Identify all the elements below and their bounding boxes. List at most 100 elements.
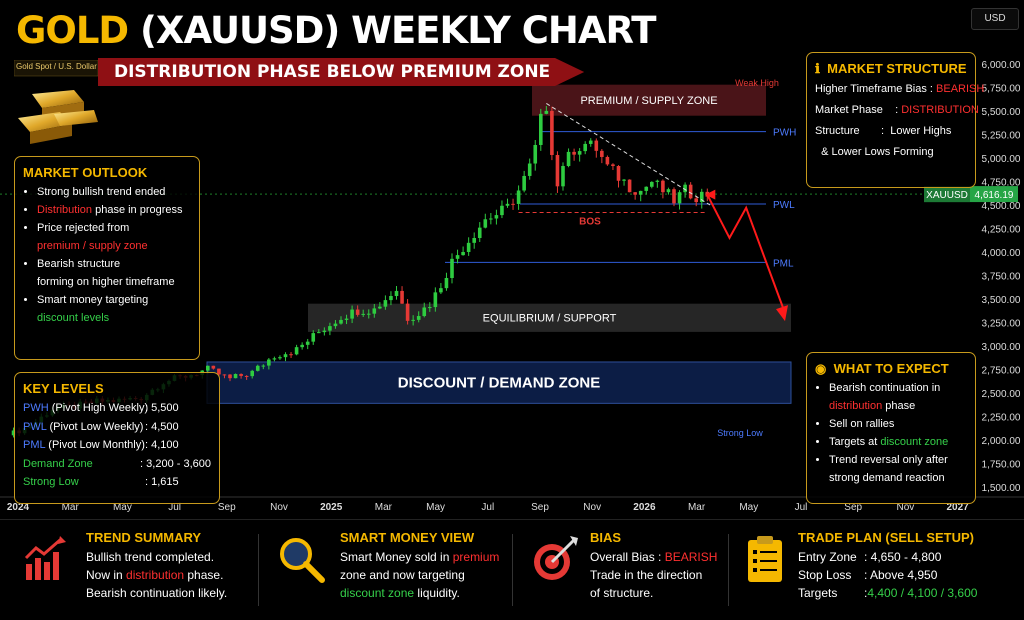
y-tick-label: 2,250.00 [982,413,1021,424]
price-marker [705,189,716,200]
zone-rect [532,84,766,116]
candle-body [339,319,343,324]
candle-body [644,186,649,191]
zone-label: PREMIUM / SUPPLY ZONE [580,95,717,107]
candle-body [355,309,360,315]
candle-body [683,184,687,193]
y-tick-label: 3,250.00 [982,319,1021,330]
candle-body [444,278,449,289]
y-tick-label: 4,500.00 [982,201,1021,212]
candle-body [311,333,316,342]
y-tick-label: 3,500.00 [982,295,1021,306]
x-tick-label: Sep [531,502,549,513]
y-tick-label: 4,750.00 [982,178,1021,189]
projection-arrowhead [776,305,788,322]
x-tick-label: Nov [270,502,288,513]
candle-body [394,290,399,297]
currency-button[interactable]: USD [971,8,1019,30]
targets-row: Targets: 4,400 / 4,100 / 3,600 [798,586,978,600]
subtitle-banner: DISTRIBUTION PHASE BELOW PREMIUM ZONE [98,58,585,86]
candle-body [655,180,660,182]
candle-body [422,307,427,317]
bottom-summary-bar: TREND SUMMARY Bullish trend completed. N… [0,519,1024,620]
candle-body [561,165,565,187]
zone-label: EQUILIBRIUM / SUPPORT [483,312,617,324]
what-to-expect-title: ◉ WHAT TO EXPECT [815,361,949,376]
candle-body [411,319,415,321]
smart-line-1: Smart Money sold in premium [340,550,500,564]
candle-body [516,190,521,204]
candle-body [228,374,232,379]
market-structure-panel: ℹ MARKET STRUCTURE Higher Timeframe Bias… [806,52,985,188]
candle-body [222,374,227,376]
candle-body [483,219,488,228]
candle-body [294,347,299,355]
divider [512,534,513,606]
divider [258,534,259,606]
stop-row: Stop Loss: Above 4,950 [798,568,938,582]
structure-row: Structure : Lower Highs [815,125,952,137]
trade-plan-title: TRADE PLAN (SELL SETUP) [798,530,974,545]
x-tick-label: Mar [688,502,706,513]
candle-body [594,140,599,151]
y-tick-label: 3,000.00 [982,342,1021,353]
candle-body [389,296,393,301]
market-structure-title: ℹ MARKET STRUCTURE [815,61,967,76]
candle-body [511,203,515,205]
candle-body [566,151,571,166]
x-tick-label: 2026 [633,502,656,513]
y-tick-label: 5,000.00 [982,154,1021,165]
x-tick-label: May [739,502,758,513]
candle-body [239,373,243,376]
key-level-row: PWL (Pivot Low Weekly): 4,500 [23,420,179,433]
candle-body [688,184,693,199]
candle-body [650,181,654,187]
target-icon [534,536,578,580]
candle-body [489,218,493,220]
candle-body [533,144,538,164]
candle-body [472,238,476,243]
candle-body [378,306,382,309]
structure-bias-row: Higher Timeframe Bias : BEARISH [815,83,985,95]
candle-body [278,357,282,359]
candle-body [600,150,604,157]
y-tick-label: 2,500.00 [982,389,1021,400]
x-tick-label: Sep [844,502,862,513]
y-tick-label: 3,750.00 [982,272,1021,283]
candle-body [433,292,438,308]
x-tick-label: Nov [897,502,915,513]
info-icon: ℹ [815,61,828,76]
smart-money-section: SMART MONEY VIEW Smart Money sold in pre… [340,528,499,614]
trend-line-1: Bullish trend completed. [86,550,215,564]
key-levels-title: KEY LEVELS [23,381,104,396]
logo-text: Gold Spot / U.S. Dollar [16,62,97,71]
candle-body [11,430,16,436]
bias-section: BIAS Overall Bias : BEARISH Trade in the… [590,528,717,614]
x-tick-label: 2025 [320,502,343,513]
candle-body [616,166,621,181]
market-outlook-panel: MARKET OUTLOOK Strong bullish trend ende… [14,156,200,360]
y-tick-label: 5,250.00 [982,131,1021,142]
smart-line-3: discount zone liquidity. [340,586,460,600]
x-tick-label: Sep [218,502,236,513]
candle-body [666,189,671,193]
candle-body [455,255,460,259]
price-tag-symbol-bg [924,186,970,203]
candle-body [400,290,404,304]
candle-body [328,326,332,331]
title-gold: GOLD [16,9,129,52]
y-tick-label: 6,000.00 [982,60,1021,71]
candle-body [322,330,327,333]
candle-body [622,179,626,181]
candle-body [206,365,210,371]
candle-body [583,143,587,152]
candle-body [450,258,454,279]
bias-title: BIAS [590,530,622,545]
x-tick-label: 2027 [946,502,969,513]
key-level-row: PML (Pivot Low Monthly): 4,100 [23,439,179,451]
candle-body [633,192,637,195]
candle-body [289,354,293,356]
x-tick-label: Jul [481,502,494,513]
